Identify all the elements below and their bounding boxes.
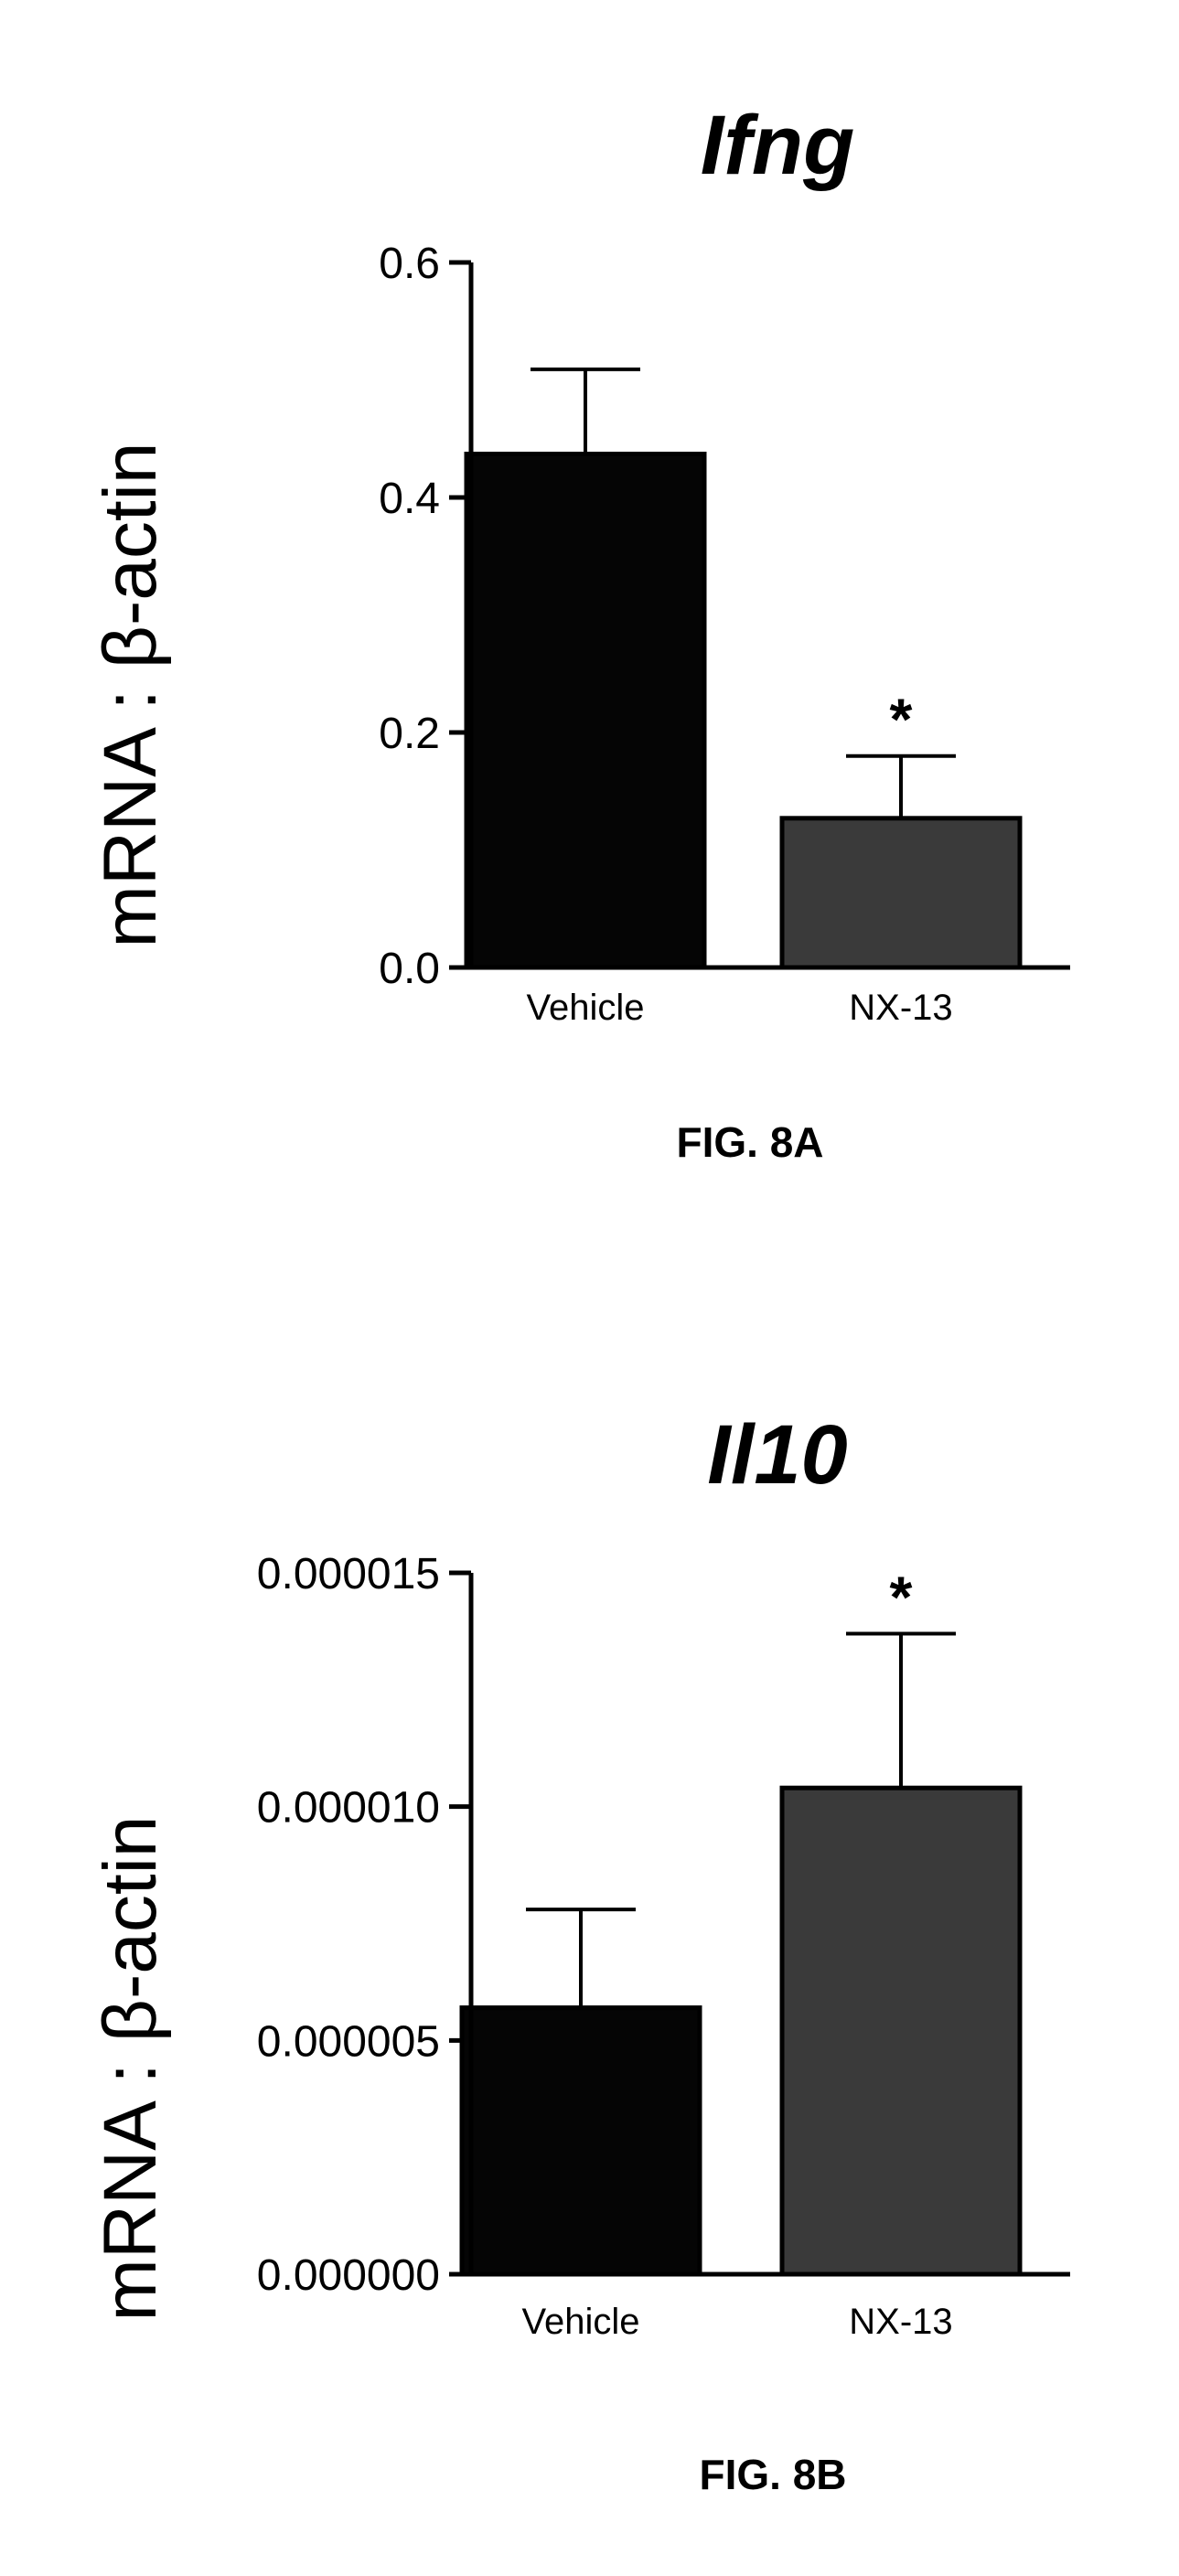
category-label: Vehicle [527, 988, 645, 1028]
y-axis-label: mRNA : β-actin [89, 1816, 172, 2322]
bar-nx-13 [782, 818, 1020, 967]
bar-vehicle [462, 2008, 700, 2274]
figure-8b: Il10 mRNA : β-actin 0.0000000.0000050.00… [0, 1353, 1179, 2576]
y-tick-label: 0.000005 [257, 2017, 440, 2066]
category-label: NX-13 [849, 2302, 952, 2342]
chart-title: Il10 [707, 1408, 847, 1502]
bar-nx-13 [782, 1788, 1020, 2274]
figure-caption: FIG. 8A [676, 1118, 823, 1166]
figure-8a: Ifng mRNA : β-actin 0.0 0.2 0.4 0.6 Vehicle *… [0, 0, 1179, 1189]
ifng-chart-marks: 0.0 0.2 0.4 0.6 Vehicle * NX-13 [379, 240, 1020, 1028]
il10-chart-marks: 0.000000 0.000005 0.000010 0.000015 Vehicle *… [257, 1550, 1020, 2342]
y-tick-label: 0.4 [379, 475, 440, 523]
y-tick-label: 0.2 [379, 710, 440, 758]
il10-chart: Il10 mRNA : β-actin 0.0000000.0000050.00… [0, 1353, 1179, 2576]
bar-vehicle [466, 454, 704, 967]
y-tick-label: 0.6 [379, 240, 440, 288]
y-tick-label: 0.000010 [257, 1784, 440, 1833]
category-label: NX-13 [849, 988, 952, 1028]
category-label: Vehicle [522, 2302, 640, 2342]
ifng-chart: Ifng mRNA : β-actin 0.0 0.2 0.4 0.6 Vehicle *… [0, 0, 1179, 1189]
y-tick-label: 0.0 [379, 945, 440, 993]
y-axis-label: mRNA : β-actin [89, 443, 172, 948]
significance-marker: * [890, 1564, 913, 1630]
chart-title: Ifng [701, 99, 855, 192]
significance-marker: * [890, 687, 913, 753]
y-tick-label: 0.000015 [257, 1550, 440, 1598]
y-tick-label: 0.000000 [257, 2251, 440, 2300]
figure-caption: FIG. 8B [699, 2451, 846, 2498]
